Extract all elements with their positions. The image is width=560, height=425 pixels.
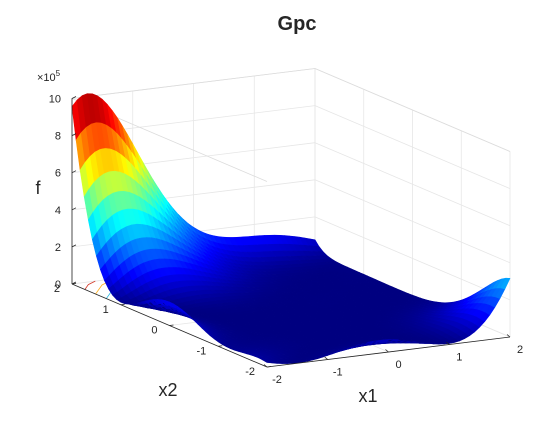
chart-title: Gpc — [278, 13, 317, 35]
x2-tick-mark — [72, 284, 76, 285]
x1-tick-label: 2 — [517, 344, 523, 356]
surface — [72, 94, 510, 364]
x2-tick-label: 1 — [103, 304, 109, 316]
z-axis-label: f — [35, 178, 41, 198]
x1-tick-label: -2 — [272, 374, 282, 386]
x2-tick-mark — [170, 325, 174, 326]
x2-axis-label: x2 — [158, 380, 177, 400]
z-tick-label: 8 — [55, 131, 61, 143]
x2-tick-label: 2 — [54, 283, 60, 295]
z-tick-label: 4 — [55, 205, 61, 217]
x1-tick-label: 0 — [395, 359, 401, 371]
z-exponent-base: ×10 — [37, 72, 56, 84]
x2-tick-label: -2 — [245, 366, 255, 378]
z-tick-label: 2 — [55, 242, 61, 254]
x1-tick-label: 1 — [456, 352, 462, 364]
x1-axis-label: x1 — [358, 386, 377, 406]
x2-tick-mark — [267, 367, 271, 368]
x2-tick-mark — [218, 346, 222, 347]
x2-tick-label: -1 — [196, 345, 206, 357]
z-exponent-power: 5 — [56, 69, 61, 78]
x1-tick-label: -1 — [333, 367, 343, 379]
z-tick-label: 10 — [49, 94, 61, 106]
z-exponent-label: ×105 — [37, 69, 61, 84]
x2-tick-label: 0 — [151, 325, 157, 337]
x2-tick-mark — [121, 304, 125, 305]
z-tick-label: 6 — [55, 168, 61, 180]
